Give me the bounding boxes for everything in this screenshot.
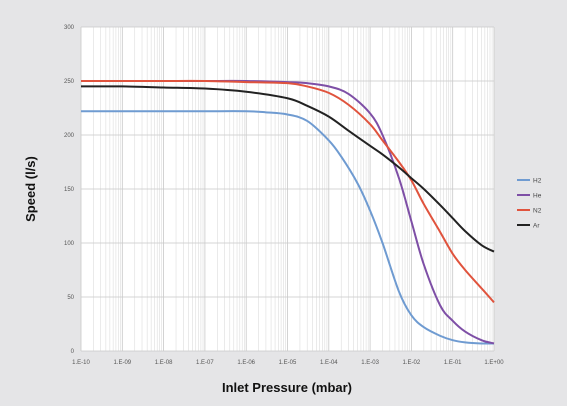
x-tick-label: 1.E-07 [196, 360, 214, 366]
x-tick-label: 1.E-02 [403, 360, 421, 366]
y-tick-label: 150 [64, 187, 75, 193]
legend: H2 He N2 Ar [517, 177, 542, 229]
x-tick-label: 1.E-01 [444, 360, 462, 366]
y-tick-label: 100 [64, 241, 75, 247]
x-tick-labels: 1.E-10 1.E-09 1.E-08 1.E-07 1.E-06 1.E-05 1.E-… [72, 360, 504, 366]
x-tick-label: 1.E-08 [155, 360, 173, 366]
y-tick-label: 300 [64, 25, 75, 31]
x-tick-label: 1.E-04 [320, 360, 338, 366]
series-line-n2 [81, 79, 495, 304]
x-tick-label: 1.E-06 [237, 360, 255, 366]
series-lines [80, 79, 495, 345]
y-tick-label: 200 [64, 133, 75, 139]
y-tick-labels: 0 50 100 150 200 250 300 [64, 25, 75, 355]
x-tick-label: 1.E-09 [113, 360, 131, 366]
series-line-h2 [81, 110, 495, 345]
y-tick-label: 0 [71, 349, 75, 355]
y-tick-label: 50 [67, 295, 74, 301]
x-tick-label: 1.E-10 [72, 360, 90, 366]
y-tick-label: 250 [64, 79, 75, 85]
x-axis-title: Inlet Pressure (mbar) [222, 380, 352, 395]
series-line-ar [80, 85, 495, 253]
legend-label-h2: H2 [533, 177, 542, 184]
legend-label-n2: N2 [533, 207, 542, 214]
x-tick-label: 1.E-05 [279, 360, 297, 366]
y-axis-title: Speed (l/s) [23, 156, 38, 222]
legend-label-he: He [533, 192, 542, 199]
x-tick-label: 1.E+00 [484, 360, 504, 366]
legend-label-ar: Ar [533, 222, 540, 229]
x-tick-label: 1.E-03 [361, 360, 379, 366]
